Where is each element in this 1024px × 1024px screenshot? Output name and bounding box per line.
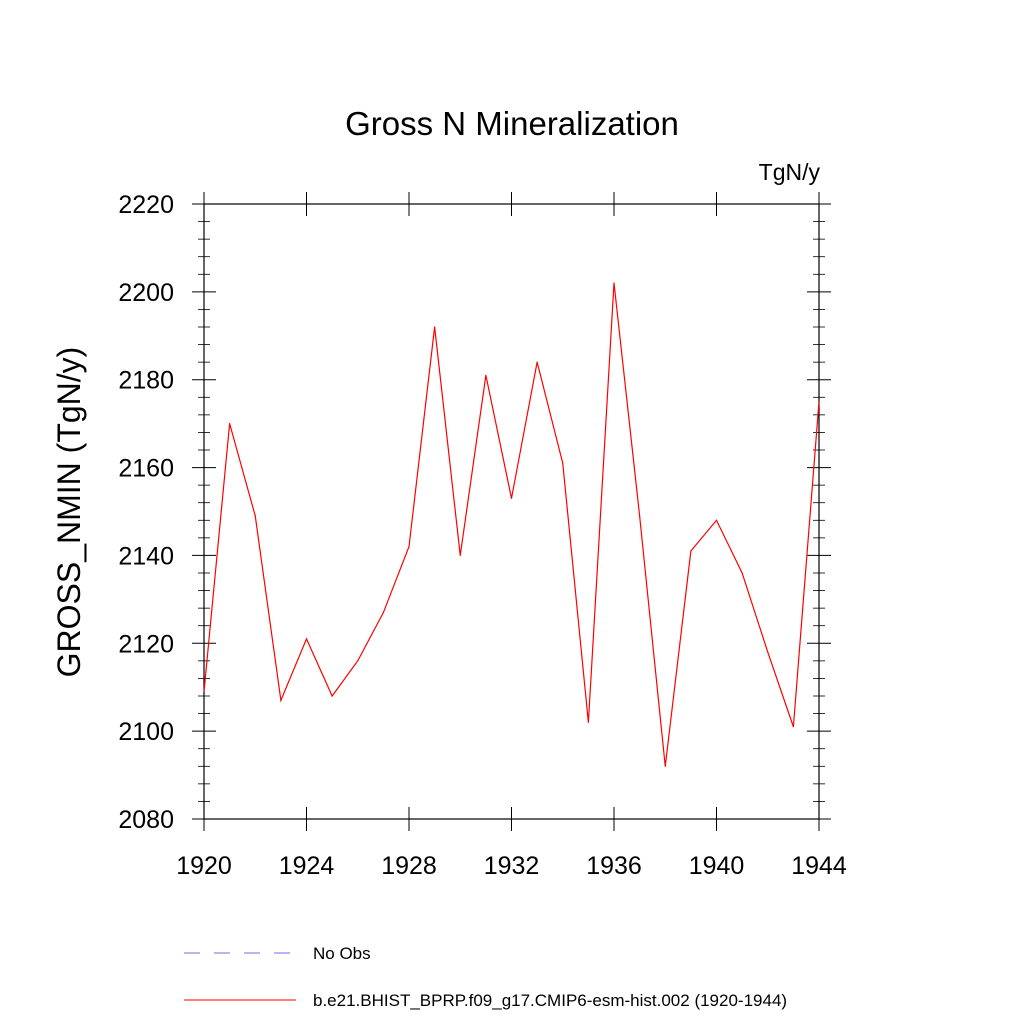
x-tick-label: 1924 <box>279 852 335 880</box>
data-point <box>562 462 564 464</box>
x-tick-label: 1932 <box>484 852 540 880</box>
y-axis-label: GROSS_NMIN (TgN/y) <box>51 347 87 678</box>
legend-label-model: b.e21.BHIST_BPRP.f09_g17.CMIP6-esm-hist.… <box>313 991 787 1010</box>
axis-ticks: 2080 2100 2120 2140 2160 2180 2200 2220 1920 1924… <box>118 191 847 880</box>
y-tick-label: 2200 <box>118 279 174 307</box>
series-group <box>203 282 820 767</box>
data-point <box>715 519 718 521</box>
data-point <box>280 699 282 701</box>
data-point <box>613 282 615 284</box>
data-point <box>664 765 666 767</box>
x-tick-label: 1920 <box>176 852 232 880</box>
data-point <box>254 515 256 517</box>
data-point <box>305 638 308 640</box>
data-point <box>741 572 743 574</box>
series-line <box>203 283 820 767</box>
units-label: TgN/y <box>759 159 821 185</box>
data-point <box>382 611 384 614</box>
y-tick-label: 2140 <box>118 542 174 570</box>
data-point <box>357 660 359 662</box>
data-point <box>639 515 641 517</box>
y-tick-label: 2160 <box>118 455 174 483</box>
data-point <box>331 695 333 697</box>
x-tick-label: 1944 <box>791 852 847 880</box>
chart-title: Gross N Mineralization <box>345 105 679 142</box>
data-point <box>587 721 589 723</box>
legend-label-no-obs: No Obs <box>313 944 371 963</box>
y-tick-label: 2180 <box>118 367 174 395</box>
data-point <box>459 554 461 557</box>
data-point <box>690 550 692 552</box>
data-point <box>792 726 794 728</box>
y-tick-label: 2080 <box>118 806 174 834</box>
x-tick-label: 1928 <box>381 852 437 880</box>
data-point <box>229 423 231 425</box>
plot-frame <box>203 203 820 820</box>
x-tick-label: 1940 <box>689 852 745 880</box>
y-tick-label: 2100 <box>118 718 174 746</box>
x-tick-label: 1936 <box>586 852 642 880</box>
data-point <box>408 546 410 548</box>
data-point <box>818 401 820 403</box>
data-point <box>485 374 487 376</box>
data-point <box>510 497 513 499</box>
y-tick-label: 2120 <box>118 630 174 658</box>
data-point <box>536 361 538 363</box>
legend: No Obs b.e21.BHIST_BPRP.f09_g17.CMIP6-es… <box>184 944 787 1010</box>
data-point <box>434 326 436 328</box>
data-point <box>767 651 769 653</box>
y-tick-label: 2220 <box>118 191 174 219</box>
data-point <box>203 691 205 693</box>
